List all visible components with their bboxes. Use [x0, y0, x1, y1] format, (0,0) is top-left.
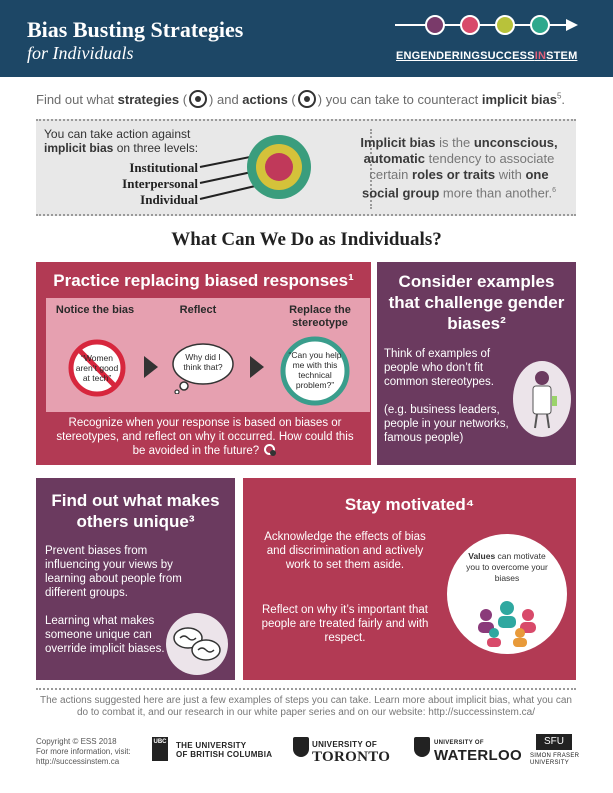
speech-bubbles-icon	[166, 613, 228, 675]
practice-body: Recognize when your response is based on…	[56, 417, 354, 457]
values-caption: Values can motivate you to overcome your…	[466, 551, 548, 583]
waterloo-crest-icon	[414, 737, 430, 757]
unique-text-1: Prevent biases from influencing your vie…	[45, 545, 182, 599]
motivated-text-2: Reflect on why it’s important that peopl…	[261, 604, 429, 644]
consider-panel: Consider examples that challenge gender …	[377, 262, 576, 465]
chevron-right-icon	[250, 356, 264, 378]
level-interpersonal: Interpersonal	[122, 176, 198, 191]
bar-chart-icon	[425, 15, 445, 35]
section-title: What Can We Do as Individuals?	[171, 229, 442, 250]
triangle-icon	[460, 15, 480, 35]
ubc-name: THE UNIVERSITY OF BRITISH COLUMBIA	[176, 741, 273, 759]
unique-title: Find out what makes others unique³	[51, 491, 220, 531]
levels-definition-box: You can take action against implicit bia…	[36, 119, 576, 216]
website-link[interactable]: http://successinstem.ca	[36, 757, 120, 766]
consider-text-1: Think of examples of people who don’t fi…	[384, 348, 494, 388]
page-subtitle: for Individuals	[27, 43, 134, 63]
ubc-logo: UBC	[152, 737, 168, 761]
no-symbol-icon	[68, 339, 126, 397]
consider-title: Consider examples that challenge gender …	[388, 272, 565, 333]
implicit-bias-definition: Implicit bias is the unconscious, automa…	[360, 135, 558, 201]
toronto-crest-icon	[293, 737, 309, 757]
practice-title: Practice replacing biased responses¹	[53, 271, 354, 290]
recycle-icon	[495, 15, 515, 35]
step-replace-label: Replace the stereotype	[289, 304, 351, 329]
bullseye-target-icon	[247, 135, 311, 199]
level-individual: Individual	[140, 192, 198, 207]
footnote-divider	[36, 688, 576, 690]
motivated-panel: Stay motivated⁴ Acknowledge the effects …	[243, 478, 576, 680]
copyright-block: Copyright © ESS 2018 For more informatio…	[36, 737, 131, 766]
sfu-name: SIMON FRASER UNIVERSITY	[530, 753, 580, 766]
footnote-text: The actions suggested here are just a fe…	[40, 695, 572, 718]
intro-sentence: Find out what strategies () and actions …	[36, 90, 566, 108]
waterloo-name: UNIVERSITY OF WATERLOO	[434, 740, 522, 764]
runner-icon	[297, 90, 316, 108]
motivated-text-1: Acknowledge the effects of bias and disc…	[264, 531, 426, 571]
practice-steps-box: Notice the bias Reflect Replace the ster…	[46, 298, 370, 412]
sfu-logo: SFU	[536, 734, 572, 750]
ess-logo-line	[395, 24, 575, 26]
scientist-icon	[513, 361, 571, 437]
step-reflect-label: Reflect	[179, 304, 217, 316]
level-institutional: Institutional	[129, 160, 198, 175]
arrow-right-icon	[566, 19, 578, 31]
unique-panel: Find out what makes others unique³ Preve…	[36, 478, 235, 680]
biased-thought-text: “Women aren’t good at tech”	[75, 353, 119, 383]
ess-logo-text: ENGENDERINGSUCCESSINSTEM	[396, 50, 578, 62]
thought-bubble-icon	[172, 343, 234, 394]
semicircle-icon	[530, 15, 550, 35]
consider-text-2: (e.g. business leaders, people in your n…	[384, 404, 509, 444]
practice-panel: Practice replacing biased responses¹ Not…	[36, 262, 371, 465]
replacement-text: “Can you help me with this technical pro…	[288, 350, 342, 390]
speech-circle-icon	[280, 336, 350, 406]
motivated-title: Stay motivated⁴	[344, 495, 475, 514]
reflect-thought-text: Why did I think that?	[183, 352, 223, 372]
unique-text-2: Learning what makes someone unique can o…	[45, 615, 165, 655]
target-icon	[264, 444, 277, 456]
header-banner: Bias Busting Strategies for Individuals …	[0, 0, 613, 77]
page-title: Bias Busting Strategies	[27, 17, 244, 42]
toronto-name: UNIVERSITY OF TORONTO	[312, 740, 391, 765]
target-icon	[189, 90, 208, 108]
levels-lead: You can take action against implicit bia…	[44, 127, 199, 155]
chevron-right-icon	[144, 356, 158, 378]
box-divider	[370, 129, 372, 209]
group-people-icon	[447, 534, 567, 654]
step-notice-label: Notice the bias	[55, 304, 135, 316]
